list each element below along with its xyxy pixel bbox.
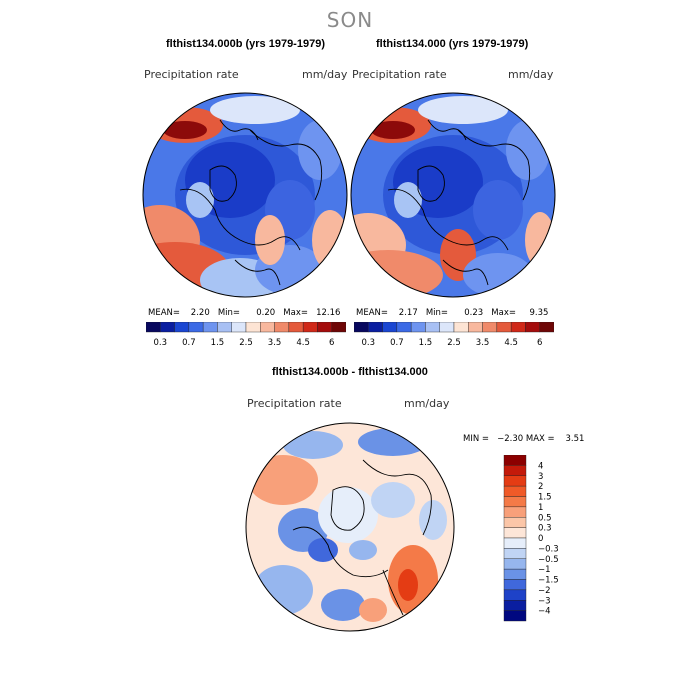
diff-colorbar-tick-label: −0.3 (538, 544, 559, 554)
diff-colorbar-tick-label: 0.5 (538, 513, 552, 523)
diff-colorbar-swatch (503, 558, 527, 570)
colorbar-swatch (160, 322, 175, 333)
colorbar-swatch (188, 322, 204, 333)
panel-left-title: flthist134.000b (yrs 1979-1979) (166, 38, 325, 50)
colorbar-tick-label: 2.5 (239, 338, 253, 348)
panel-right-title: flthist134.000 (yrs 1979-1979) (376, 38, 529, 50)
diff-colorbar-tick-label: 0 (538, 534, 543, 544)
colorbar-tick-label: 0.7 (182, 338, 196, 348)
diff-title: flthist134.000b - flthist134.000 (272, 366, 428, 378)
diff-stats: MIN = −2.30 MAX = 3.51 (463, 434, 585, 444)
diff-colorbar-tick-label: 2 (538, 482, 543, 492)
panel-left-stats: MEAN= 2.20 Min= 0.20 Max= 12.16 (148, 308, 341, 318)
colorbar-swatch (331, 322, 346, 333)
map-right (350, 92, 556, 298)
diff-colorbar-swatch (503, 465, 527, 476)
diff-colorbar-swatch (503, 579, 527, 591)
colorbar-swatch (468, 322, 483, 333)
colorbar-tick-label: 1.5 (419, 338, 433, 348)
diff-colorbar-swatch (503, 600, 527, 611)
colorbar-swatch (202, 322, 218, 333)
colorbar-swatch (425, 322, 440, 333)
diff-colorbar-swatches (503, 455, 527, 622)
diff-colorbar-swatch (503, 475, 527, 487)
colorbar-swatch (302, 322, 318, 333)
colorbar-swatch (274, 322, 290, 333)
diff-colorbar-tick-label: −1.5 (538, 576, 559, 586)
colorbar-left-swatches (146, 322, 346, 333)
colorbar-swatch (231, 322, 247, 333)
colorbar-swatch (146, 322, 161, 333)
colorbar-swatch (539, 322, 554, 333)
colorbar-tick-label: 4.5 (504, 338, 518, 348)
colorbar-tick-label: 4.5 (296, 338, 310, 348)
diff-variable: Precipitation rate (247, 397, 342, 410)
colorbar-swatch (245, 322, 261, 333)
diff-colorbar-tick-label: 3 (538, 472, 543, 482)
colorbar-swatch (217, 322, 232, 333)
diff-colorbar-tick-label: 4 (538, 461, 543, 471)
diff-colorbar-swatch (503, 527, 527, 539)
diff-colorbar-swatch (503, 610, 527, 622)
colorbar-swatch (510, 322, 526, 333)
diff-colorbar-swatch (503, 548, 527, 559)
diff-colorbar-swatch (503, 589, 527, 601)
diff-colorbar-tick-label: 1 (538, 503, 543, 513)
panel-left-variable: Precipitation rate (144, 68, 239, 81)
colorbar-left-labels: 0.30.71.52.53.54.568 (154, 338, 335, 348)
diff-colorbar-tick-label: 0.3 (538, 524, 552, 534)
colorbar-swatch (525, 322, 540, 333)
colorbar-tick-label: 0.3 (154, 338, 168, 348)
colorbar-right: 0.30.71.52.53.54.568 (354, 322, 554, 348)
colorbar-swatch (410, 322, 426, 333)
colorbar-tick-label: 6 (537, 338, 542, 348)
panel-left-units: mm/day (302, 68, 348, 81)
diff-colorbar-swatch (503, 537, 527, 549)
colorbar-swatch (396, 322, 412, 333)
diff-colorbar-swatch (503, 568, 527, 580)
diff-colorbar-swatch (503, 485, 527, 497)
diff-colorbar-tick-label: −0.5 (538, 555, 559, 565)
map-left (142, 92, 348, 298)
colorbar-tick-label: 3.5 (268, 338, 282, 348)
colorbar-tick-label: 0.7 (390, 338, 404, 348)
diff-colorbar-tick-label: −3 (538, 596, 551, 606)
map-diff (245, 422, 455, 632)
colorbar-swatch (260, 322, 275, 333)
colorbar-tick-label: 0.3 (362, 338, 376, 348)
colorbar-left: 0.30.71.52.53.54.568 (146, 322, 346, 348)
colorbar-tick-label: 2.5 (447, 338, 461, 348)
panel-right-units: mm/day (508, 68, 554, 81)
diff-colorbar-swatch (503, 506, 527, 518)
colorbar-swatch (382, 322, 398, 333)
diff-colorbar-swatch (503, 455, 527, 466)
diff-units: mm/day (404, 397, 450, 410)
colorbar-swatch (496, 322, 512, 333)
colorbar-tick-label: 3.5 (476, 338, 490, 348)
colorbar-swatch (453, 322, 469, 333)
colorbar-swatch (174, 322, 190, 333)
colorbar-swatch (288, 322, 304, 333)
diff-colorbar-tick-label: −1 (538, 565, 551, 575)
colorbar-swatch (482, 322, 498, 333)
colorbar-swatch (439, 322, 455, 333)
colorbar-swatch (368, 322, 383, 333)
colorbar-tick-label: 6 (329, 338, 334, 348)
panel-right-variable: Precipitation rate (352, 68, 447, 81)
diff-colorbar-swatch (503, 517, 527, 528)
diff-colorbar-tick-label: 1.5 (538, 493, 552, 503)
colorbar-swatch (317, 322, 332, 333)
diff-colorbar-swatch (503, 496, 527, 508)
diff-colorbar-tick-label: −4 (538, 607, 551, 617)
diff-colorbar-tick-label: −2 (538, 586, 551, 596)
panel-right-stats: MEAN= 2.17 Min= 0.23 Max= 9.35 (356, 308, 549, 318)
colorbar-swatch (354, 322, 369, 333)
colorbar-right-swatches (354, 322, 554, 333)
colorbar-right-labels: 0.30.71.52.53.54.568 (362, 338, 543, 348)
colorbar-tick-label: 1.5 (211, 338, 225, 348)
season-title: SON (326, 8, 374, 32)
